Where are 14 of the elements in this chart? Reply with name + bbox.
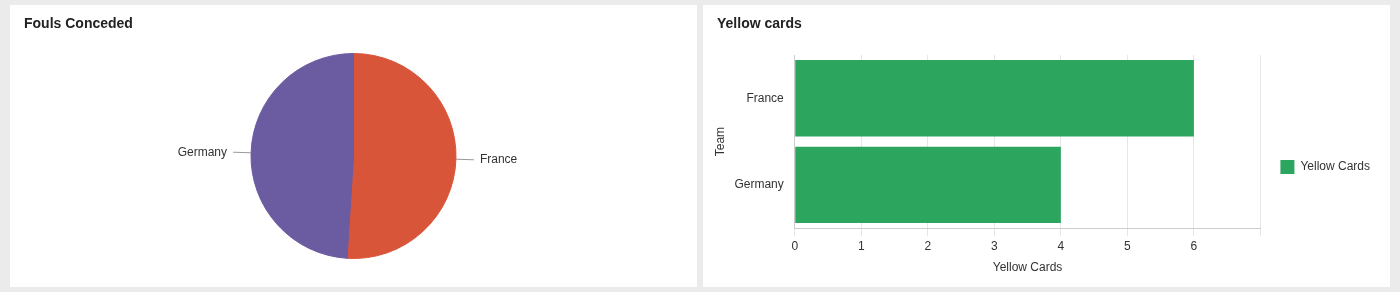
x-tick-label: 2 — [924, 238, 932, 253]
y-axis-title: Team — [712, 126, 727, 157]
slice-label: France — [479, 152, 518, 167]
chart-title: Fouls Conceded — [24, 15, 133, 31]
x-tick-label: 1 — [857, 238, 865, 253]
legend-label: Yellow Cards — [1300, 159, 1370, 174]
slice-label: Germany — [177, 144, 228, 159]
x-tick-label: 3 — [990, 238, 998, 253]
x-tick-label: 5 — [1124, 238, 1132, 253]
x-tick-label: 6 — [1190, 238, 1198, 253]
chart-title: Yellow cards — [717, 15, 802, 31]
x-tick-label: 0 — [791, 238, 799, 253]
x-tick-label: 4 — [1057, 238, 1065, 253]
x-axis-title: Yellow Cards — [992, 260, 1063, 275]
